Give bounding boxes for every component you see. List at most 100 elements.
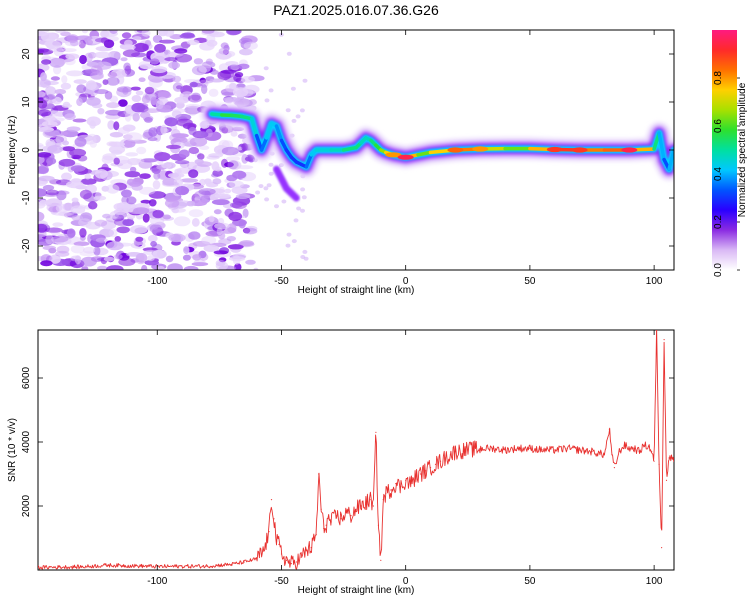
noise-blob xyxy=(130,225,148,234)
noise-blob xyxy=(274,204,279,208)
y-tick-label: -10 xyxy=(21,190,32,205)
noise-blob xyxy=(209,79,224,83)
noise-blob xyxy=(46,190,59,196)
noise-blob xyxy=(239,240,254,246)
snr-point xyxy=(375,432,376,433)
noise-blob xyxy=(187,201,196,207)
noise-blob xyxy=(281,200,286,204)
noise-blob xyxy=(114,158,120,165)
snr-point xyxy=(666,480,667,481)
noise-blob xyxy=(174,216,191,226)
noise-blob xyxy=(287,233,292,237)
snr-point xyxy=(378,525,379,526)
noise-blob xyxy=(214,223,230,230)
noise-blob xyxy=(159,40,175,44)
snr-point xyxy=(634,448,635,449)
noise-blob xyxy=(51,76,60,80)
y-tick-label: 10 xyxy=(21,96,32,108)
noise-blob xyxy=(269,88,274,92)
noise-blob xyxy=(239,220,246,228)
noise-blob xyxy=(189,147,200,154)
noise-blob xyxy=(34,32,48,36)
noise-blob xyxy=(158,27,168,36)
noise-blob xyxy=(77,155,87,162)
snr-point xyxy=(604,454,605,455)
noise-blob xyxy=(233,87,248,97)
noise-blob xyxy=(121,190,132,198)
snr-point xyxy=(668,457,669,458)
noise-blob xyxy=(143,213,150,222)
noise-blob xyxy=(165,199,179,208)
noise-blob xyxy=(111,150,122,155)
snr-point xyxy=(291,563,292,564)
noise-blob xyxy=(286,244,291,248)
noise-blob xyxy=(40,72,47,81)
noise-blob xyxy=(179,150,190,158)
noise-blob xyxy=(188,169,198,178)
ridge-segment xyxy=(418,152,430,154)
noise-blob xyxy=(184,266,199,272)
noise-blob xyxy=(153,180,161,189)
noise-blob xyxy=(150,241,157,247)
noise-blob xyxy=(292,119,297,123)
noise-blob xyxy=(141,265,147,273)
noise-blob xyxy=(174,97,189,104)
noise-blob xyxy=(183,255,191,261)
snr-point xyxy=(326,525,327,526)
noise-blob xyxy=(195,159,204,164)
noise-blob xyxy=(67,228,76,237)
noise-blob xyxy=(136,147,146,155)
noise-blob xyxy=(63,102,70,107)
snr-point xyxy=(336,515,337,516)
noise-blob xyxy=(145,87,155,95)
noise-blob xyxy=(64,113,76,120)
noise-blob xyxy=(123,44,136,50)
noise-blob xyxy=(228,212,242,221)
noise-blob xyxy=(175,160,189,164)
noise-blob xyxy=(192,254,201,260)
noise-blob xyxy=(173,76,182,83)
noise-blob xyxy=(104,257,114,262)
noise-blob xyxy=(38,100,48,109)
snr-point xyxy=(311,547,312,548)
noise-blob xyxy=(166,256,174,263)
noise-blob xyxy=(81,257,97,267)
snr-point xyxy=(440,461,441,462)
noise-blob xyxy=(180,34,196,39)
noise-blob xyxy=(109,229,118,237)
noise-blob xyxy=(148,235,158,242)
noise-blob xyxy=(95,169,108,179)
noise-blob xyxy=(164,57,177,61)
snr-point xyxy=(567,448,568,449)
snr-point xyxy=(410,483,411,484)
noise-blob xyxy=(222,147,239,156)
noise-blob xyxy=(202,28,215,34)
noise-blob xyxy=(286,108,291,112)
noise-blob xyxy=(106,102,120,108)
noise-blob xyxy=(113,121,119,130)
noise-blob xyxy=(187,40,200,46)
noise-blob xyxy=(168,173,185,178)
noise-blob xyxy=(78,218,92,227)
noise-blob xyxy=(218,238,231,244)
noise-blob xyxy=(122,32,131,38)
colorbar-tick-label: 0.4 xyxy=(713,167,724,181)
noise-blob xyxy=(62,48,77,52)
noise-blob xyxy=(211,173,219,177)
noise-blob xyxy=(38,109,51,116)
noise-blob xyxy=(70,256,81,262)
noise-blob xyxy=(45,235,53,245)
noise-blob xyxy=(94,89,108,94)
noise-blob xyxy=(152,210,163,219)
colorbar-tick-label: 0.2 xyxy=(713,215,724,229)
snr-point xyxy=(395,483,396,484)
noise-blob xyxy=(88,134,97,140)
snr-point xyxy=(268,531,269,532)
noise-blob xyxy=(106,184,119,194)
noise-blob xyxy=(76,84,86,93)
noise-blob xyxy=(240,76,255,83)
noise-blob xyxy=(238,64,250,70)
snr-point xyxy=(370,499,371,500)
noise-blob xyxy=(265,98,270,102)
